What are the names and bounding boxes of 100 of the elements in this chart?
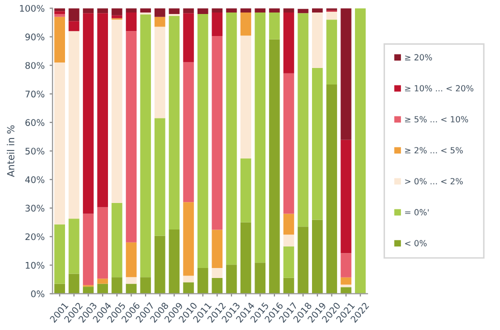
legend-label: ≥ 10% ... < 20% [405, 85, 474, 92]
bar [126, 277, 137, 284]
bar [54, 16, 66, 62]
bar [283, 278, 294, 294]
bar [97, 8, 108, 14]
bar [212, 230, 223, 268]
bar [112, 8, 122, 16]
legend-label: ≥ 2% ... < 5% [405, 147, 463, 154]
bar [212, 36, 223, 230]
bar [154, 26, 166, 118]
bar [154, 8, 166, 17]
bar [154, 118, 166, 236]
bar [312, 68, 323, 220]
bar [254, 12, 266, 263]
bar [240, 158, 252, 222]
bar [140, 277, 151, 294]
bar [312, 12, 323, 68]
bar [240, 222, 252, 294]
bar [183, 8, 194, 14]
bar [354, 8, 366, 294]
bar [126, 284, 137, 294]
bar [68, 8, 80, 22]
bar [183, 282, 194, 294]
bar [326, 12, 338, 20]
bar [283, 246, 294, 278]
bar [254, 262, 266, 294]
bar [154, 236, 166, 294]
bar [112, 202, 122, 278]
bar [340, 253, 352, 278]
bar [298, 226, 308, 294]
bar [82, 13, 94, 214]
y-tick-label: 0% [31, 290, 44, 298]
bar [168, 229, 180, 294]
bar [226, 8, 237, 13]
bar [183, 13, 194, 62]
bar [54, 11, 66, 14]
bar [269, 12, 280, 40]
bar [68, 274, 80, 294]
y-axis-title: Anteil in % [6, 125, 14, 178]
bar [312, 220, 323, 294]
bar [68, 21, 80, 32]
bar [97, 278, 108, 284]
bar [97, 207, 108, 279]
bar [240, 36, 252, 158]
bar [168, 16, 180, 230]
bar [240, 8, 252, 13]
bar [340, 277, 352, 285]
bar [54, 224, 66, 284]
y-tick-label: 40% [25, 176, 44, 184]
bar [226, 12, 237, 265]
bar [212, 12, 223, 36]
bar [269, 8, 280, 13]
bar [112, 20, 122, 203]
bar [112, 277, 122, 294]
bar [68, 31, 80, 219]
y-tick-label: 10% [26, 262, 44, 269]
bar [126, 242, 137, 278]
bar [154, 16, 166, 27]
bar [326, 20, 338, 84]
bar [183, 202, 194, 276]
y-tick-label: 80% [25, 62, 44, 69]
bar [340, 287, 352, 294]
bar [340, 284, 352, 288]
y-tick-label: 50% [25, 148, 44, 155]
bar [68, 218, 80, 274]
bar [226, 264, 237, 294]
bar [126, 31, 137, 242]
legend-label: ≥ 5% ... < 10% [405, 116, 468, 122]
bar [168, 8, 180, 14]
bar [82, 214, 94, 286]
bar [140, 14, 151, 278]
bar [212, 278, 223, 294]
bar [340, 140, 352, 254]
bar [326, 84, 338, 294]
legend-label: > 0% ... < 2% [405, 178, 463, 184]
bar [240, 12, 252, 36]
bar [197, 8, 208, 14]
bar [54, 284, 66, 294]
bar [254, 8, 266, 13]
bar [97, 284, 108, 294]
y-tick-label: 70% [26, 90, 44, 98]
bar [312, 8, 323, 13]
y-tick-label: 90% [25, 34, 44, 40]
bar [269, 39, 280, 294]
bar [54, 14, 66, 17]
bar [283, 8, 294, 13]
bar [283, 214, 294, 235]
bar [212, 8, 223, 13]
bar [54, 62, 66, 224]
bar [126, 8, 137, 13]
bar [82, 8, 94, 14]
bar [140, 8, 151, 13]
legend-label: = 0%' [405, 209, 429, 216]
y-tick-label: 30% [25, 204, 44, 212]
bar [283, 12, 294, 74]
bar [212, 268, 223, 278]
bar [183, 276, 194, 282]
bar [126, 12, 137, 32]
bar [197, 14, 208, 268]
bar [183, 62, 194, 202]
